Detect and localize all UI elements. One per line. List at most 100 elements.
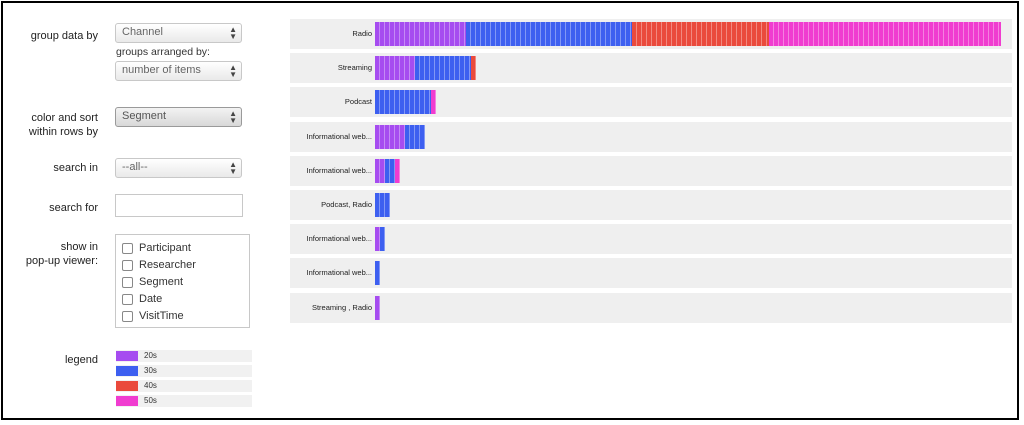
legend-swatch bbox=[116, 351, 138, 361]
checkbox-segment[interactable]: Segment bbox=[122, 274, 183, 290]
select-arrows-icon: ▲ ▼ bbox=[229, 63, 237, 79]
stacked-bar[interactable] bbox=[375, 158, 401, 183]
arranged-by-select[interactable]: number of items ▲ ▼ bbox=[115, 61, 242, 81]
group-by-select[interactable]: Channel ▲ ▼ bbox=[115, 23, 242, 43]
search-in-select[interactable]: --all-- ▲ ▼ bbox=[115, 158, 242, 178]
legend-label: legend bbox=[64, 354, 98, 366]
row-label: Informational web... bbox=[306, 131, 372, 141]
bar-segment-30s[interactable] bbox=[465, 22, 633, 46]
search-input[interactable] bbox=[115, 194, 243, 217]
checkbox-researcher[interactable]: Researcher bbox=[122, 257, 196, 273]
stacked-bar[interactable] bbox=[375, 295, 381, 320]
color-sort-select[interactable]: Segment ▲ ▼ bbox=[115, 107, 242, 127]
chart-row[interactable]: Informational web... bbox=[290, 121, 1012, 152]
select-arrows-icon: ▲ ▼ bbox=[229, 160, 237, 176]
select-arrows-icon: ▲ ▼ bbox=[229, 25, 237, 41]
bar-segment-40s[interactable] bbox=[632, 22, 769, 46]
checkbox-date[interactable]: Date bbox=[122, 291, 162, 307]
bar-segment-30s[interactable] bbox=[405, 124, 426, 149]
checkbox-label: Participant bbox=[139, 242, 191, 254]
legend-item-20s: 20s bbox=[116, 350, 252, 362]
color-sort-label: color and sort within rows by bbox=[13, 111, 98, 139]
bar-segment-30s[interactable] bbox=[375, 90, 431, 115]
bar-segment-20s[interactable] bbox=[375, 56, 416, 81]
bar-segment-20s[interactable] bbox=[375, 22, 466, 46]
popup-viewer-label: show in pop-up viewer: bbox=[13, 240, 98, 268]
chart-row[interactable]: Radio bbox=[290, 19, 1012, 49]
legend-swatch bbox=[116, 381, 138, 391]
checkbox-icon[interactable] bbox=[122, 293, 133, 305]
bar-segment-50s[interactable] bbox=[395, 158, 401, 183]
checkbox-visittime[interactable]: VisitTime bbox=[122, 308, 184, 324]
checkbox-label: Researcher bbox=[139, 259, 196, 271]
controls-panel: group data by Channel ▲ ▼ groups arranged… bbox=[3, 3, 273, 418]
color-sort-label-line1: color and sort bbox=[31, 112, 98, 124]
bar-segment-20s[interactable] bbox=[375, 295, 381, 320]
row-label: Radio bbox=[352, 29, 372, 38]
row-label: Podcast, Radio bbox=[321, 200, 372, 209]
bar-segment-20s[interactable] bbox=[375, 227, 381, 252]
bar-segment-40s[interactable] bbox=[470, 56, 476, 81]
chart-row[interactable]: Streaming , Radio bbox=[290, 292, 1012, 323]
bar-segment-30s[interactable] bbox=[380, 227, 386, 252]
checkbox-icon[interactable] bbox=[122, 310, 133, 322]
stacked-bar[interactable] bbox=[375, 22, 1001, 46]
select-arrows-icon: ▲ ▼ bbox=[229, 109, 237, 125]
popup-label-line1: show in bbox=[60, 241, 98, 253]
chart-row[interactable]: Informational web... bbox=[290, 224, 1012, 255]
row-label: Streaming , Radio bbox=[311, 302, 372, 312]
row-label: Informational web... bbox=[306, 234, 372, 244]
row-label: Informational web... bbox=[306, 268, 372, 278]
stacked-bar[interactable] bbox=[375, 124, 426, 149]
checkbox-label: VisitTime bbox=[139, 310, 184, 322]
bar-segment-20s[interactable] bbox=[375, 124, 406, 149]
legend-text: 50s bbox=[144, 396, 157, 405]
row-label: Podcast bbox=[344, 97, 372, 107]
bar-segment-20s[interactable] bbox=[375, 158, 386, 183]
legend-text: 40s bbox=[144, 381, 157, 390]
stacked-bar[interactable] bbox=[375, 56, 476, 81]
legend-item-30s: 30s bbox=[116, 365, 252, 377]
color-sort-label-line2: within rows by bbox=[28, 126, 98, 138]
chart-row[interactable]: Informational web... bbox=[290, 258, 1012, 289]
search-for-label: search for bbox=[49, 202, 98, 214]
group-by-value: Channel bbox=[122, 26, 163, 38]
stacked-bar[interactable] bbox=[375, 90, 436, 115]
search-in-value: --all-- bbox=[122, 161, 148, 173]
legend-text: 20s bbox=[144, 351, 157, 360]
popup-label-line2: pop-up viewer: bbox=[25, 255, 98, 267]
chart-row[interactable]: Informational web... bbox=[290, 155, 1012, 186]
checkbox-participant[interactable]: Participant bbox=[122, 240, 191, 256]
legend-swatch bbox=[116, 366, 138, 376]
stacked-bar[interactable] bbox=[375, 193, 391, 217]
color-sort-value: Segment bbox=[122, 110, 167, 122]
chart-row[interactable]: Streaming bbox=[290, 53, 1012, 84]
checkbox-label: Segment bbox=[139, 276, 184, 288]
checkbox-icon[interactable] bbox=[122, 259, 133, 271]
popup-viewer-list: Participant Researcher Segment Date Visi… bbox=[115, 234, 250, 328]
checkbox-icon[interactable] bbox=[122, 242, 133, 254]
group-by-label: group data by bbox=[30, 30, 98, 42]
row-label: Informational web... bbox=[306, 165, 372, 175]
bar-segment-30s[interactable] bbox=[385, 158, 396, 183]
stacked-bar[interactable] bbox=[375, 261, 381, 286]
bar-segment-50s[interactable] bbox=[430, 90, 436, 115]
checkbox-label: Date bbox=[139, 293, 163, 305]
legend-item-50s: 50s bbox=[116, 395, 252, 407]
bar-segment-30s[interactable] bbox=[415, 56, 471, 81]
row-label: Streaming bbox=[337, 63, 372, 73]
stacked-bar-chart: Radio Streaming Podcast Informational web..… bbox=[290, 19, 1012, 323]
checkbox-icon[interactable] bbox=[122, 276, 133, 288]
bar-segment-30s[interactable] bbox=[375, 261, 381, 286]
arranged-by-value: number of items bbox=[122, 64, 201, 76]
legend-swatch bbox=[116, 396, 138, 406]
bar-segment-50s[interactable] bbox=[768, 22, 1001, 46]
chart-row[interactable]: Podcast bbox=[290, 87, 1012, 118]
legend-text: 30s bbox=[144, 366, 157, 375]
legend-item-40s: 40s bbox=[116, 380, 252, 392]
arranged-by-label: groups arranged by: bbox=[116, 46, 210, 58]
chart-row[interactable]: Podcast, Radio bbox=[290, 190, 1012, 220]
stacked-bar[interactable] bbox=[375, 227, 386, 252]
bar-segment-30s[interactable] bbox=[375, 193, 391, 217]
